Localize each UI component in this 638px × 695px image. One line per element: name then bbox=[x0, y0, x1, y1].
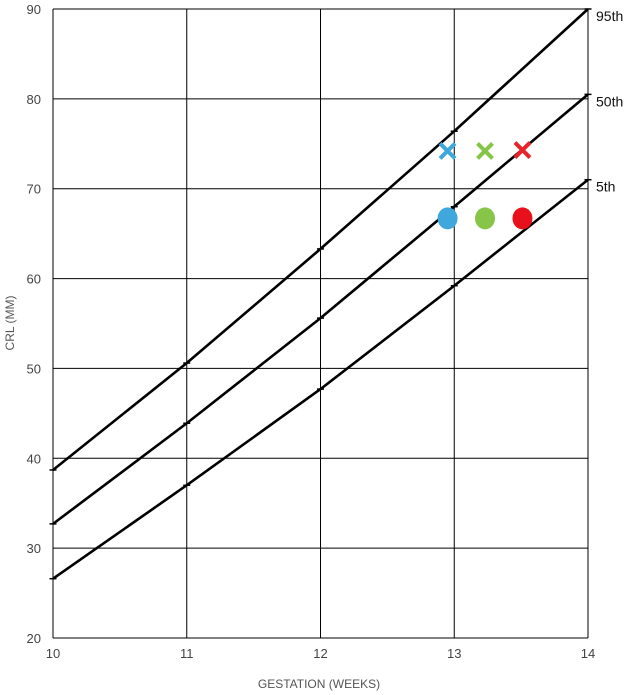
dot-marker bbox=[512, 207, 533, 230]
x-tick-label: 12 bbox=[313, 646, 327, 661]
x-marker bbox=[476, 142, 494, 160]
series-label: 50th bbox=[596, 93, 623, 109]
y-tick-label: 20 bbox=[27, 631, 41, 646]
x-tick-label: 14 bbox=[581, 646, 595, 661]
x-tick-label: 10 bbox=[46, 646, 60, 661]
grid-lines bbox=[52, 8, 589, 639]
series-label: 95th bbox=[596, 8, 623, 24]
y-tick-label: 40 bbox=[27, 451, 41, 466]
y-tick-label: 30 bbox=[27, 541, 41, 556]
dot-marker bbox=[475, 207, 496, 230]
y-tick-label: 60 bbox=[27, 272, 41, 287]
series-label: 5th bbox=[596, 179, 615, 195]
y-tick-label: 70 bbox=[27, 182, 41, 197]
series-labels: 95th 50th 5th bbox=[596, 8, 623, 195]
dot-marker bbox=[437, 207, 458, 230]
y-tick-label: 50 bbox=[27, 361, 41, 376]
tick-labels: 10 11 12 13 14 20 30 40 50 60 70 80 90 bbox=[27, 2, 596, 661]
x-axis-title: GESTATION (WEEKS) bbox=[258, 677, 380, 691]
data-markers bbox=[437, 141, 533, 230]
x-tick-label: 13 bbox=[447, 646, 461, 661]
x-marker bbox=[438, 142, 457, 160]
percentile-lines bbox=[49, 8, 592, 580]
y-tick-label: 90 bbox=[27, 2, 41, 17]
y-tick-label: 80 bbox=[27, 92, 41, 107]
y-axis-title: CRL (MM) bbox=[3, 296, 17, 351]
x-tick-label: 11 bbox=[180, 646, 194, 661]
x-marker bbox=[513, 141, 532, 159]
